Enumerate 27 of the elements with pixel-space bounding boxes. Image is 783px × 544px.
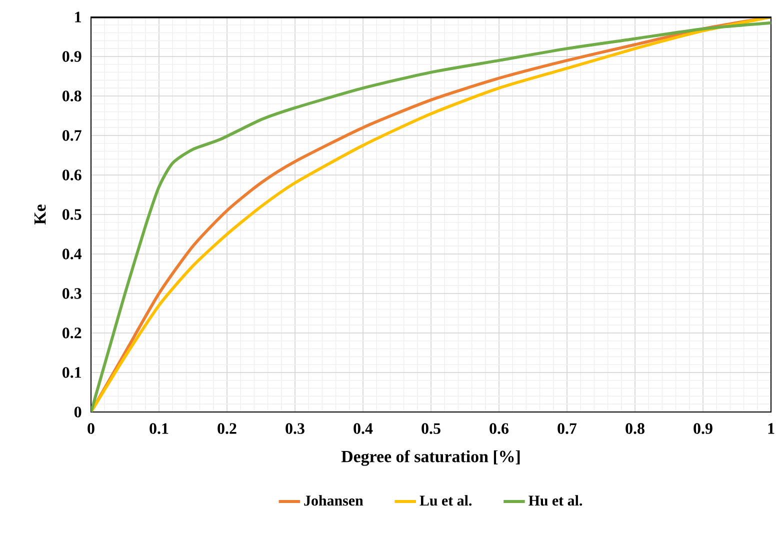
x-tick-label: 0.4 xyxy=(354,423,373,434)
y-axis-title: Ke xyxy=(34,204,46,225)
y-tick-label: 0.8 xyxy=(62,90,82,102)
y-tick-label: 0.4 xyxy=(62,248,82,260)
y-tick-label: 0 xyxy=(74,406,82,418)
x-tick-label: 0.5 xyxy=(422,423,440,434)
x-tick-label: 0 xyxy=(88,423,94,434)
y-tick-label: 0.1 xyxy=(62,367,81,378)
legend-label: Lu et al. xyxy=(420,495,472,506)
y-tick-label: 1 xyxy=(75,12,81,22)
x-tick-label: 0.9 xyxy=(694,423,712,434)
y-tick-label: 0.6 xyxy=(62,170,82,180)
x-tick-label: 0.2 xyxy=(218,423,236,434)
legend-label: Hu et al. xyxy=(528,495,582,506)
x-tick-label: 0.1 xyxy=(150,423,168,434)
x-tick-label: 0.6 xyxy=(490,423,509,434)
y-tick-label: 0.7 xyxy=(62,130,82,141)
y-tick-label: 0.9 xyxy=(62,51,82,62)
x-tick-label: 0.7 xyxy=(558,423,577,434)
legend-label: Johansen xyxy=(304,495,364,506)
x-tick-label: 1 xyxy=(768,423,774,434)
x-axis-title: Degree of saturation [%] xyxy=(341,450,520,466)
y-tick-label: 0.5 xyxy=(62,209,82,220)
x-tick-label: 0.8 xyxy=(626,423,644,434)
y-tick-label: 0.2 xyxy=(62,328,82,338)
y-tick-label: 0.3 xyxy=(62,288,82,299)
x-tick-label: 0.3 xyxy=(286,423,304,434)
